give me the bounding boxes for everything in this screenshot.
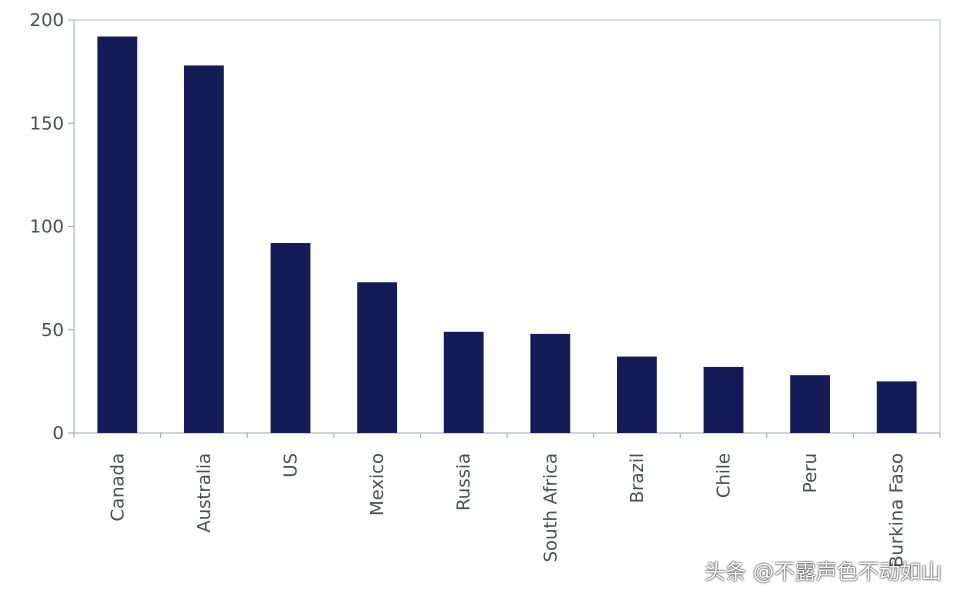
x-tick-label: Russia bbox=[454, 453, 475, 511]
x-tick-label: Chile bbox=[714, 453, 735, 498]
x-tick-label: Australia bbox=[194, 453, 215, 533]
x-tick-label: Mexico bbox=[367, 453, 388, 516]
y-tick-label: 200 bbox=[30, 10, 64, 31]
bar-peru bbox=[790, 375, 831, 433]
x-tick-label: Canada bbox=[107, 453, 128, 522]
x-tick-label: Brazil bbox=[627, 453, 648, 503]
y-tick-label: 150 bbox=[30, 113, 64, 134]
bars bbox=[97, 36, 917, 434]
bar-chile bbox=[703, 366, 744, 433]
x-tick-label: South Africa bbox=[540, 453, 561, 562]
bar-brazil bbox=[616, 356, 657, 433]
bar-canada bbox=[97, 36, 138, 434]
bar-mexico bbox=[357, 282, 398, 433]
bar-us bbox=[270, 243, 311, 433]
bar-south-africa bbox=[530, 333, 571, 433]
bar-russia bbox=[443, 331, 484, 433]
y-tick-label: 0 bbox=[53, 423, 64, 444]
x-tick-label: US bbox=[281, 453, 302, 478]
y-tick-label: 50 bbox=[41, 320, 64, 341]
x-tick-label: Burkina Faso bbox=[887, 453, 908, 568]
x-tick-label: Peru bbox=[800, 453, 821, 493]
x-axis-ticks: Canada Australia US Mexico Russia South Afric… bbox=[73, 433, 941, 568]
bar-australia bbox=[183, 65, 224, 434]
y-axis-ticks: 0 50 100 150 200 bbox=[30, 10, 74, 444]
watermark-text: 头条 @不露声色不动如山 bbox=[704, 560, 942, 584]
y-tick-label: 100 bbox=[30, 217, 64, 238]
bar-burkina-faso bbox=[876, 381, 917, 433]
